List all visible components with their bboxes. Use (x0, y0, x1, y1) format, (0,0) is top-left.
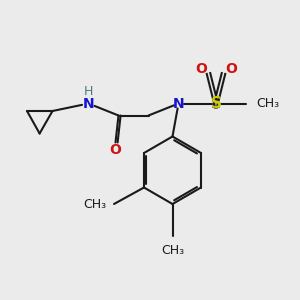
Text: O: O (110, 143, 122, 157)
Text: N: N (173, 97, 184, 110)
Text: CH₃: CH₃ (161, 244, 184, 257)
Text: O: O (225, 62, 237, 76)
Text: CH₃: CH₃ (83, 197, 106, 211)
Text: O: O (195, 62, 207, 76)
Text: N: N (83, 97, 94, 110)
Text: CH₃: CH₃ (256, 97, 280, 110)
Text: H: H (84, 85, 93, 98)
Text: S: S (211, 96, 221, 111)
